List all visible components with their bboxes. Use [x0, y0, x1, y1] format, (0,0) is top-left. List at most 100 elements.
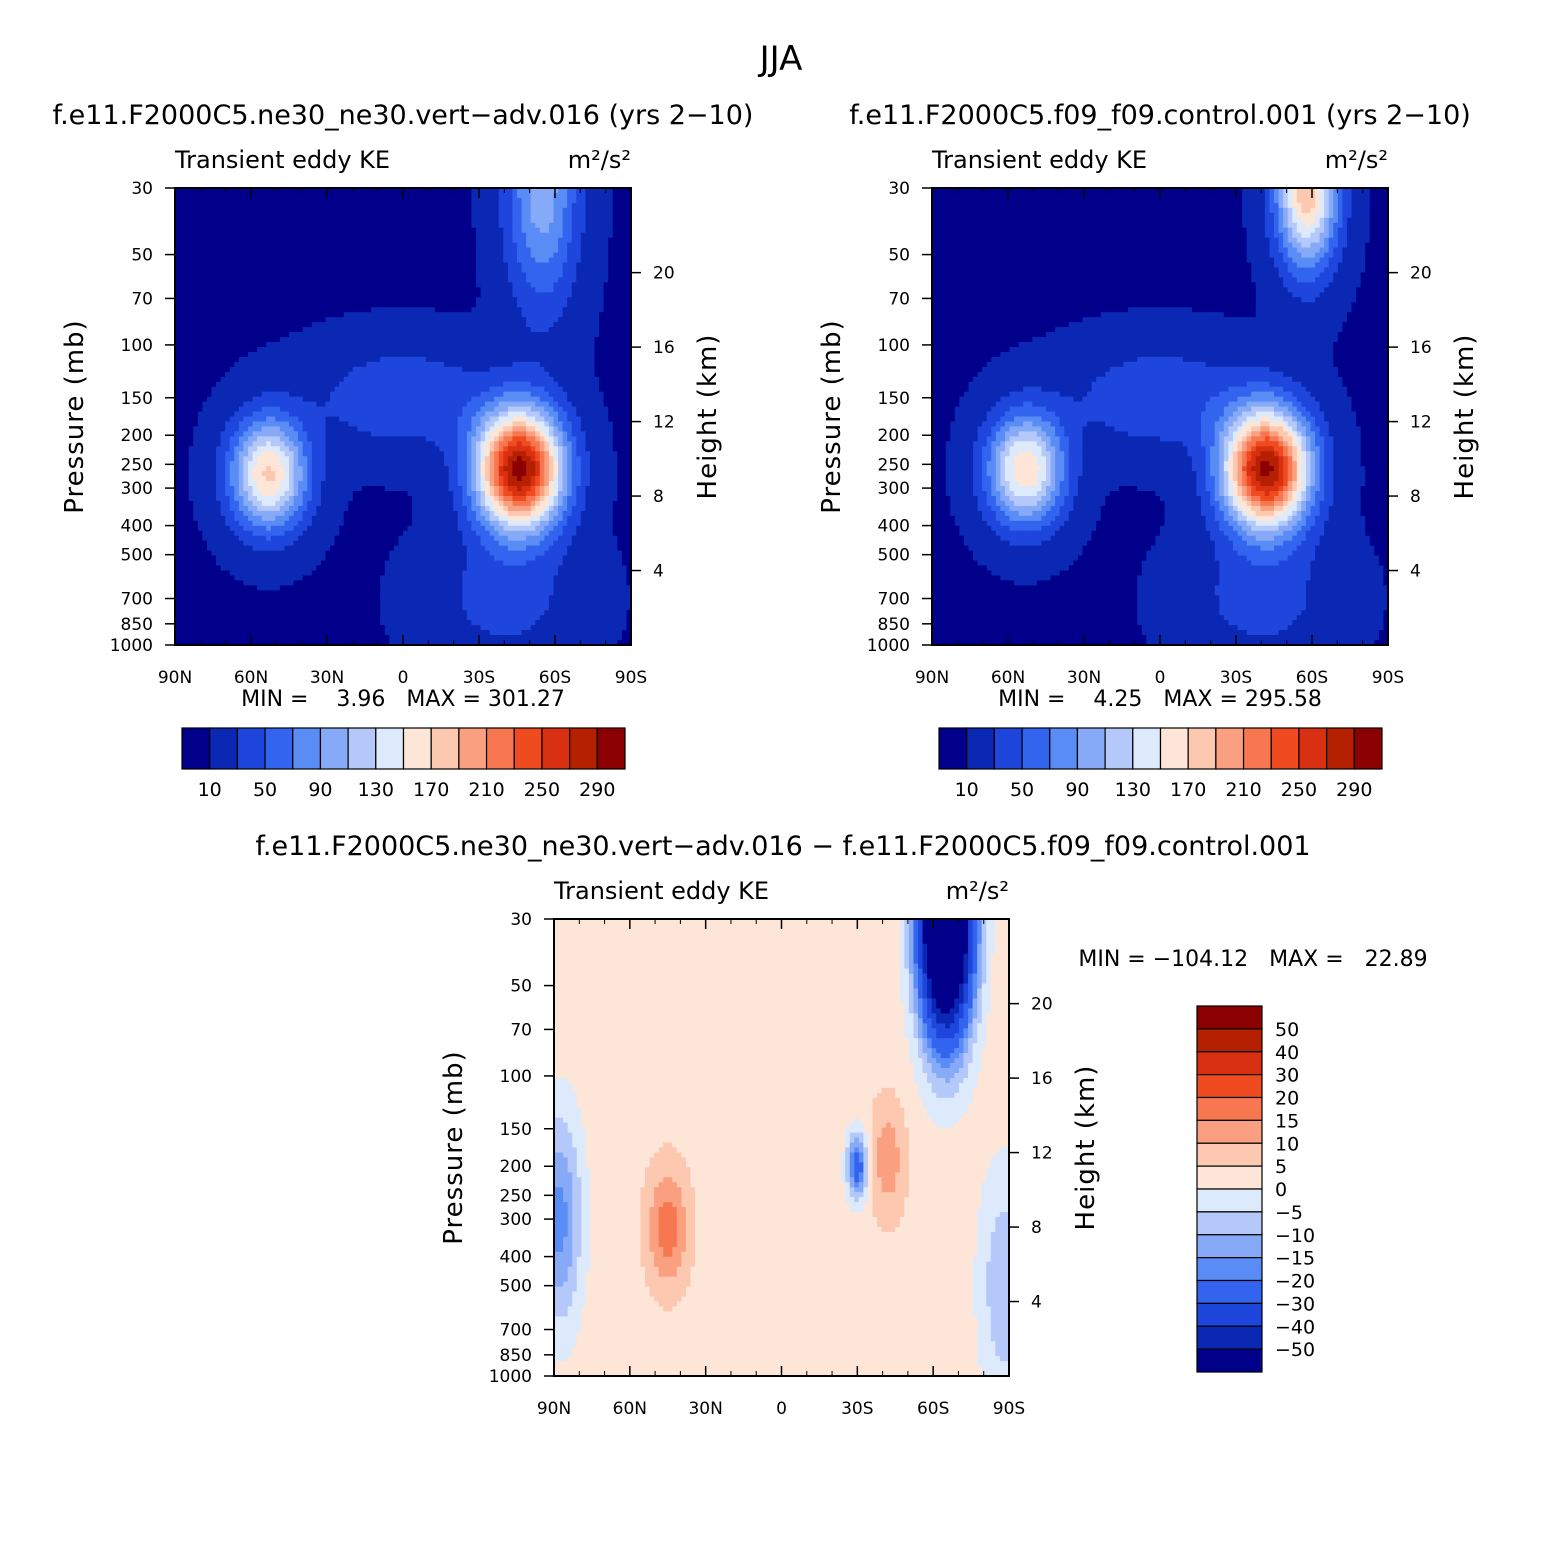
contour-cell	[206, 237, 213, 244]
contour-cell	[571, 292, 577, 298]
contour-cell	[398, 327, 404, 333]
contour-cell	[389, 421, 395, 428]
contour-cell	[279, 371, 286, 378]
contour-cell	[393, 356, 400, 363]
contour-cell	[188, 232, 194, 239]
contour-cell	[462, 297, 468, 303]
contour-cell	[247, 381, 254, 388]
contour-cell	[343, 207, 349, 214]
contour-cell	[366, 371, 372, 378]
contour-cell	[403, 406, 409, 413]
contour-cell	[320, 351, 327, 358]
contour-cell	[266, 217, 272, 224]
contour-cell	[252, 317, 258, 323]
contour-cell	[371, 431, 377, 437]
contour-cell	[366, 277, 372, 283]
contour-cell	[302, 381, 308, 388]
contour-cell	[553, 212, 559, 219]
contour-cell	[567, 381, 573, 388]
contour-cell	[626, 416, 632, 423]
contour-cell	[375, 192, 381, 199]
contour-cell	[603, 371, 609, 378]
contour-cell	[553, 356, 559, 363]
contour-cell	[380, 386, 386, 393]
contour-cell	[348, 332, 354, 338]
contour-cell	[462, 267, 468, 274]
contour-cell	[567, 262, 573, 269]
contour-cell	[279, 431, 286, 437]
contour-cell	[384, 202, 390, 209]
contour-cell	[206, 401, 213, 408]
contour-cell	[320, 337, 327, 343]
contour-cell	[576, 426, 582, 432]
contour-cell	[439, 282, 445, 288]
contour-cell	[398, 356, 404, 363]
contour-cell	[466, 366, 472, 373]
contour-cell	[599, 242, 605, 249]
contour-cell	[257, 247, 263, 254]
contour-cell	[498, 212, 504, 219]
contour-cell	[617, 421, 623, 428]
contour-cell	[330, 292, 336, 298]
contour-cell	[548, 426, 555, 432]
contour-cell	[380, 337, 386, 343]
contour-cell	[548, 287, 555, 293]
contour-cell	[243, 282, 249, 288]
contour-cell	[585, 431, 591, 437]
contour-cell	[544, 242, 550, 249]
contour-cell	[621, 297, 628, 303]
contour-cell	[289, 287, 295, 293]
contour-cell	[384, 267, 390, 274]
contour-cell	[334, 406, 340, 413]
contour-cell	[571, 431, 577, 437]
contour-cell	[535, 381, 541, 388]
contour-cell	[334, 431, 340, 437]
contour-cell	[188, 317, 194, 323]
contour-cell	[316, 356, 322, 363]
contour-cell	[517, 312, 523, 318]
contour-cell	[384, 361, 390, 368]
contour-cell	[621, 327, 628, 333]
contour-cell	[603, 247, 609, 254]
contour-cell	[270, 242, 276, 249]
contour-cell	[567, 411, 573, 418]
contour-cell	[293, 416, 299, 423]
contour-cell	[576, 262, 582, 269]
contour-cell	[453, 356, 459, 363]
contour-cell	[457, 391, 463, 398]
contour-cell	[448, 391, 454, 398]
contour-cell	[434, 361, 441, 368]
contour-cell	[475, 232, 482, 239]
contour-cell	[425, 222, 431, 229]
contour-cell	[571, 327, 577, 333]
contour-cell	[617, 262, 623, 269]
contour-cell	[558, 267, 564, 274]
contour-cell	[184, 192, 190, 199]
contour-cell	[398, 282, 404, 288]
contour-cell	[206, 346, 213, 353]
contour-cell	[220, 361, 226, 368]
contour-cell	[357, 292, 363, 298]
contour-cell	[234, 202, 240, 209]
contour-cell	[375, 406, 381, 413]
contour-cell	[457, 282, 463, 288]
contour-cell	[389, 257, 395, 264]
contour-cell	[576, 391, 582, 398]
contour-cell	[261, 212, 267, 219]
contour-cell	[498, 386, 504, 393]
contour-cell	[348, 188, 354, 194]
contour-cell	[311, 202, 317, 209]
contour-cell	[403, 222, 409, 229]
contour-cell	[384, 401, 390, 408]
contour-cell	[471, 227, 477, 234]
contour-cell	[284, 277, 290, 283]
contour-cell	[617, 232, 623, 239]
contour-cell	[430, 212, 436, 219]
contour-cell	[626, 337, 632, 343]
contour-cell	[571, 212, 577, 219]
contour-cell	[206, 312, 213, 318]
contour-cell	[539, 356, 545, 363]
contour-cell	[594, 212, 600, 219]
contour-cell	[275, 346, 281, 353]
contour-cell	[188, 312, 194, 318]
